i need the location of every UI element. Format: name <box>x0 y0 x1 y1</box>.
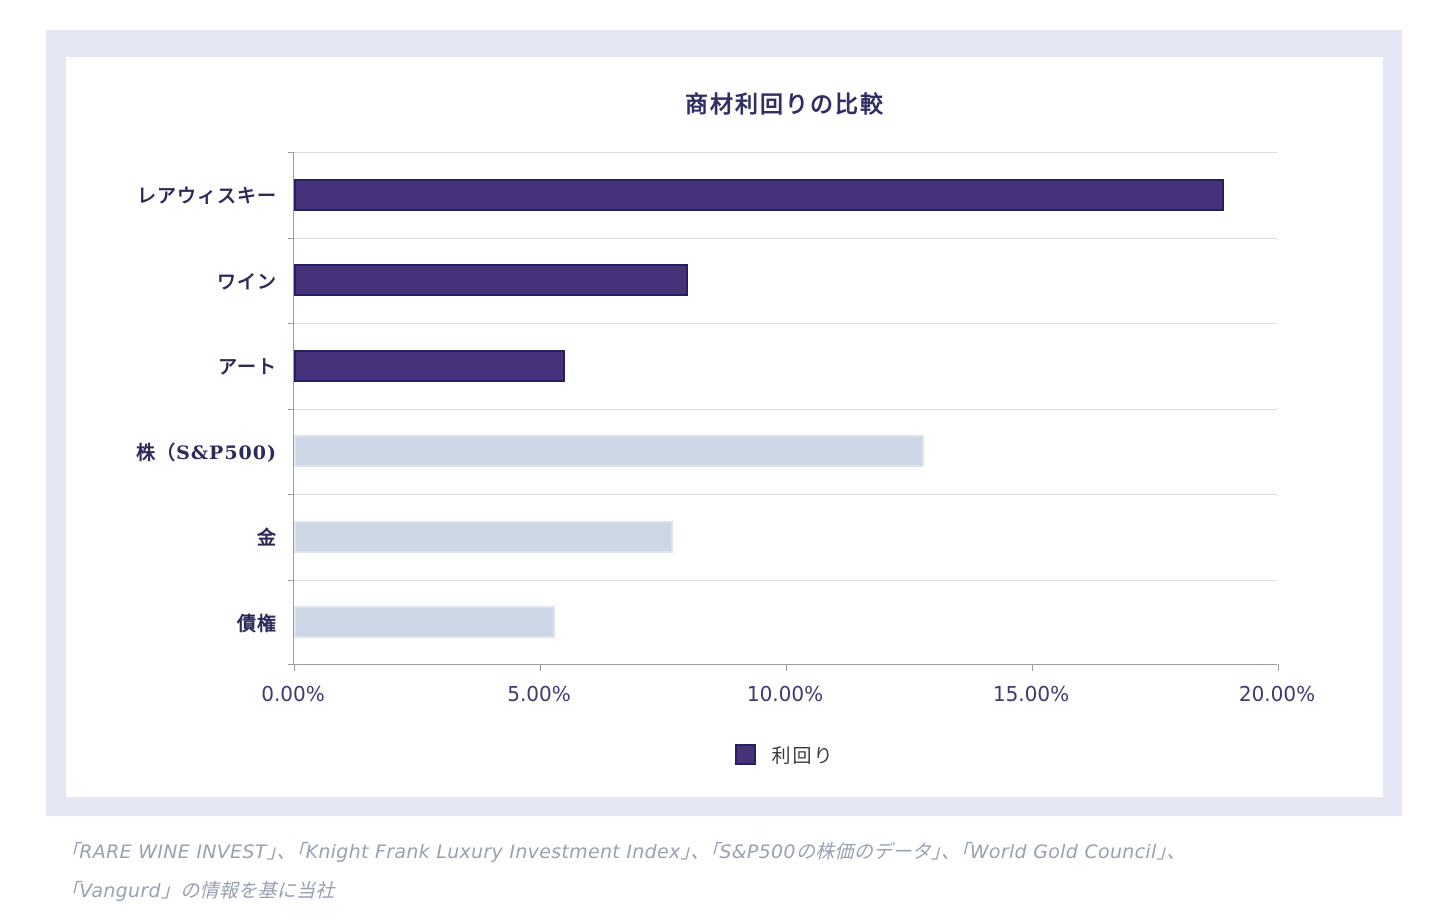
x-axis-tick <box>1032 664 1033 671</box>
y-axis-tick <box>288 152 294 153</box>
bar-1 <box>294 178 1224 211</box>
bar-3 <box>294 349 565 382</box>
bar-4 <box>294 435 924 468</box>
gridline <box>294 152 1277 153</box>
category-label: 株（S&P500) <box>136 441 277 464</box>
gridline <box>294 323 1277 324</box>
y-axis-tick <box>288 664 294 665</box>
x-tick-label: 5.00% <box>507 682 571 706</box>
source-note: 「RARE WINE INVEST」、「Knight Frank Luxury … <box>60 833 1400 911</box>
x-tick-label: 10.00% <box>746 682 824 706</box>
x-tick-label: 0.00% <box>261 682 325 706</box>
x-axis-tick <box>786 664 787 671</box>
gridline <box>294 494 1277 495</box>
chart-panel: 商材利回りの比較 レアウィスキーワインアート株（S&P500) 金債権 0.00%… <box>46 30 1402 816</box>
x-axis-tick <box>540 664 541 671</box>
category-label: 金 <box>256 527 277 550</box>
gridline <box>294 580 1277 581</box>
bar-6 <box>294 606 555 639</box>
plot-area: レアウィスキーワインアート株（S&P500) 金債権 <box>136 152 1279 671</box>
legend: 利回り <box>293 741 1277 768</box>
x-tick-label: 15.00% <box>992 682 1070 706</box>
chart-title: 商材利回りの比較 <box>685 91 885 118</box>
legend-label: 利回り <box>771 745 835 767</box>
bar-5 <box>294 520 673 553</box>
category-label: 債権 <box>236 612 277 635</box>
legend-swatch-icon <box>735 744 757 765</box>
category-label: ワイン <box>216 270 277 293</box>
source-note-line-1: 「RARE WINE INVEST」、「Knight Frank Luxury … <box>60 841 1186 863</box>
y-axis-tick <box>288 494 294 495</box>
gridline <box>294 238 1277 239</box>
chart-card: 商材利回りの比較 レアウィスキーワインアート株（S&P500) 金債権 0.00%… <box>66 57 1383 797</box>
x-tick-label: 20.00% <box>1238 682 1316 706</box>
y-axis-tick <box>288 238 294 239</box>
y-axis-tick <box>288 323 294 324</box>
category-label: アート <box>218 356 277 379</box>
x-axis-tick <box>1278 664 1279 671</box>
x-axis-tick <box>294 664 295 671</box>
bar-2 <box>294 264 688 297</box>
y-axis-tick <box>288 580 294 581</box>
gridline <box>294 409 1277 410</box>
source-note-line-2: 「Vangurd」の情報を基に当社 <box>60 880 335 902</box>
category-label: レアウィスキー <box>136 185 277 208</box>
y-axis-tick <box>288 409 294 410</box>
